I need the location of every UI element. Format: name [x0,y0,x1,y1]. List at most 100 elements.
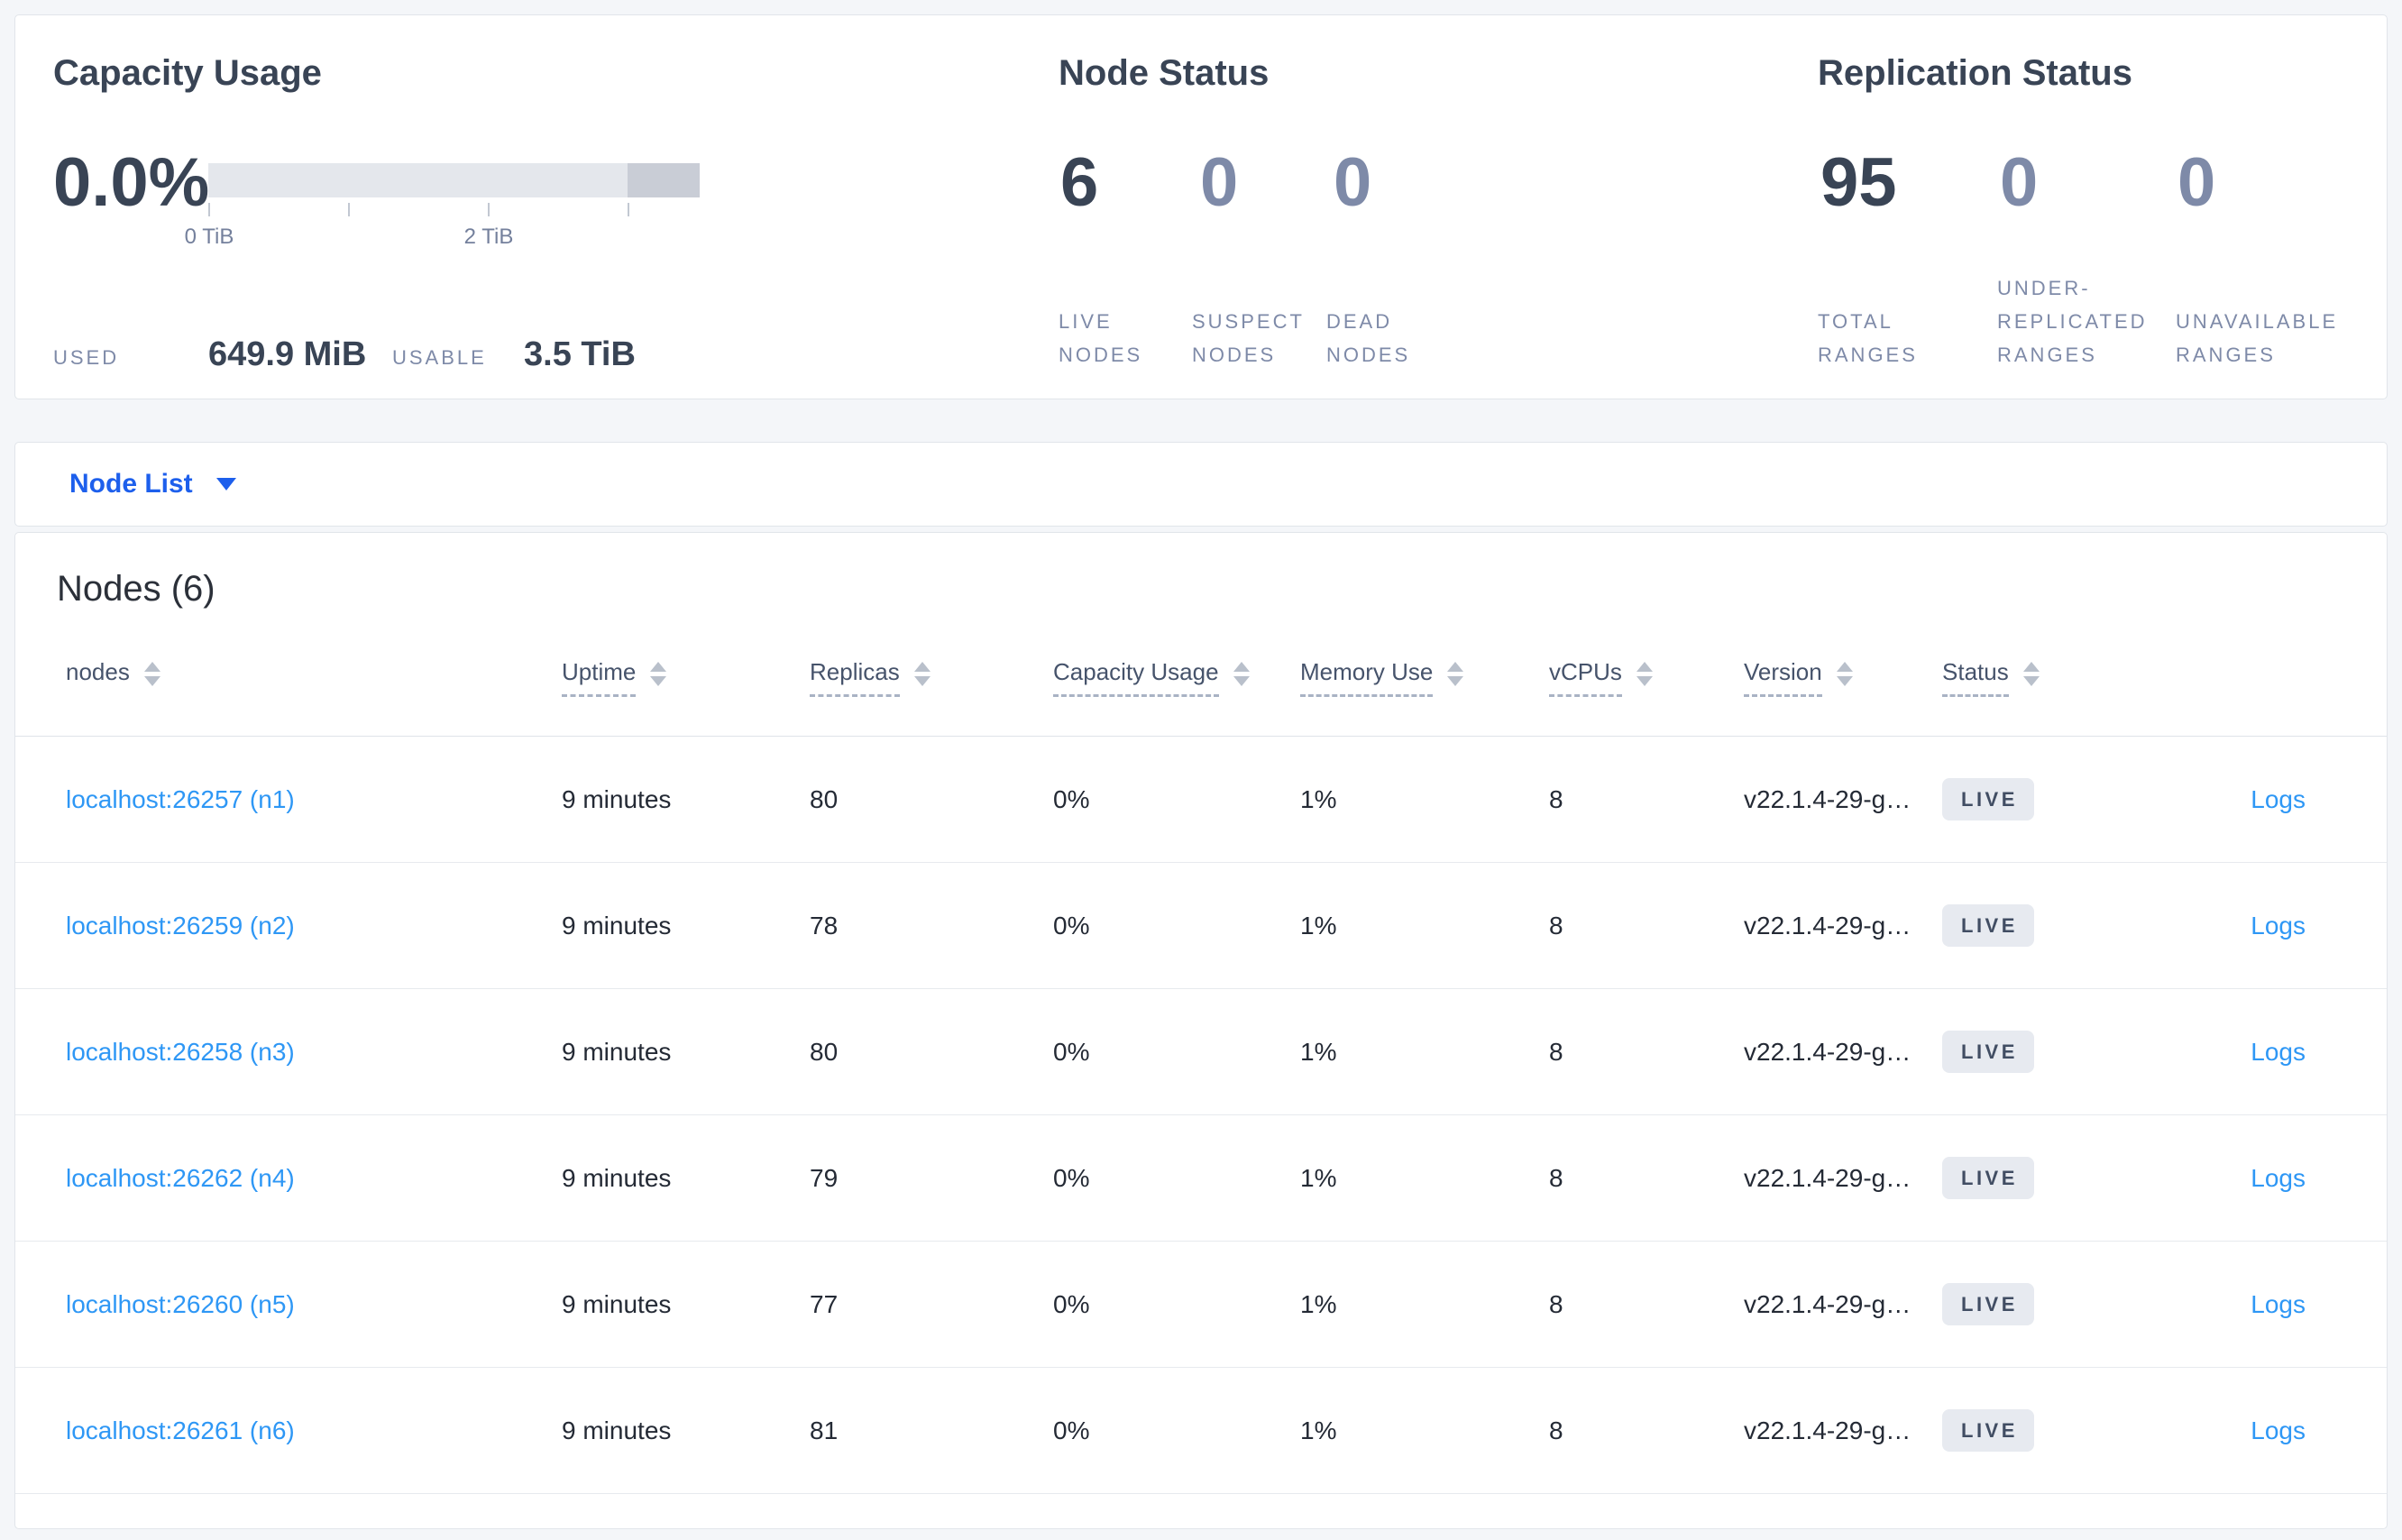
axis-tick [628,203,629,216]
column-header-label: Replicas [810,658,900,697]
sort-down-icon [1836,676,1853,686]
column-header-label: Uptime [562,658,637,697]
vcpus-cell: 8 [1549,784,1563,813]
capacity-usage-cell: 0% [1053,784,1090,813]
sort-down-icon [2022,676,2040,686]
under-replicated-ranges-value: 0 [2000,144,2039,221]
status-badge: LIVE [1942,904,2034,947]
under-replicated-ranges-label: UNDER-REPLICATED RANGES [1997,277,2148,366]
column-header[interactable]: nodes [66,657,562,694]
node-list-dropdown[interactable]: Node List [69,471,236,498]
column-header-label: vCPUs [1549,658,1622,697]
column-header[interactable]: Memory Use [1300,657,1549,697]
capacity-usage-section: Capacity Usage 0.0% 0 TiB 2 TiB USED 649… [53,15,1045,399]
logs-link[interactable]: Logs [2251,1416,2306,1444]
axis-tick [208,203,210,216]
status-badge: LIVE [1942,778,2034,820]
node-link[interactable]: localhost:26262 (n4) [66,1163,295,1192]
uptime-cell: 9 minutes [562,784,672,813]
table-row: localhost:26261 (n6) 9 minutes 81 0% 1% … [15,1368,2387,1494]
node-link[interactable]: localhost:26259 (n2) [66,911,295,940]
unavailable-ranges-label: UNAVAILABLE RANGES [2176,310,2339,366]
sort-down-icon [143,676,160,686]
sort-down-icon [1636,676,1653,686]
sort-icon[interactable] [1447,662,1464,686]
cluster-summary-card: Capacity Usage 0.0% 0 TiB 2 TiB USED 649… [14,14,2388,399]
version-cell: v22.1.4-29-g… [1744,1289,1912,1318]
sort-down-icon [1447,676,1464,686]
sort-down-icon [650,676,667,686]
axis-tick-label: 2 TiB [463,225,514,249]
column-header[interactable]: vCPUs [1549,657,1744,697]
logs-link[interactable]: Logs [2251,1037,2306,1066]
vcpus-cell: 8 [1549,1163,1563,1192]
sort-up-icon [650,662,667,672]
dead-nodes-label: DEAD NODES [1326,310,1411,366]
nodes-table-title: Nodes (6) [57,569,215,609]
table-header-row: nodes Uptime Replicas Capacity Usage Mem… [15,657,2387,737]
node-link[interactable]: localhost:26261 (n6) [66,1416,295,1444]
suspect-nodes-value: 0 [1200,144,1239,221]
logs-link[interactable]: Logs [2251,1163,2306,1192]
sort-up-icon [1447,662,1464,672]
sort-icon[interactable] [1636,662,1653,686]
usable-label: USABLE [392,346,487,369]
status-badge: LIVE [1942,1409,2034,1452]
capacity-bar-chart [208,163,700,197]
replicas-cell: 80 [810,784,839,813]
version-cell: v22.1.4-29-g… [1744,1416,1912,1444]
capacity-usage-cell: 0% [1053,911,1090,940]
capacity-usage-cell: 0% [1053,1289,1090,1318]
node-link[interactable]: localhost:26258 (n3) [66,1037,295,1066]
table-row: localhost:26260 (n5) 9 minutes 77 0% 1% … [15,1242,2387,1368]
node-list-dropdown-label: Node List [69,469,193,499]
view-selector-bar: Node List [14,442,2388,527]
memory-use-cell: 1% [1300,1037,1337,1066]
table-row: localhost:26258 (n3) 9 minutes 80 0% 1% … [15,989,2387,1115]
sort-icon[interactable] [1233,662,1250,686]
column-header[interactable]: Status [1942,657,2147,697]
sort-icon[interactable] [1836,662,1853,686]
unavailable-ranges-value: 0 [2177,144,2216,221]
memory-use-cell: 1% [1300,1163,1337,1192]
logs-link[interactable]: Logs [2251,784,2306,813]
axis-tick-label: 0 TiB [184,225,234,249]
capacity-percent: 0.0% [53,144,210,221]
column-header[interactable]: Capacity Usage [1053,657,1300,697]
sort-up-icon [2022,662,2040,672]
node-link[interactable]: localhost:26260 (n5) [66,1289,295,1318]
memory-use-cell: 1% [1300,1289,1337,1318]
nodes-table-card: Nodes (6) nodes Uptime Replicas Capacity… [14,532,2388,1529]
axis-tick [348,203,350,216]
sort-icon[interactable] [143,662,160,686]
replicas-cell: 81 [810,1416,839,1444]
used-label: USED [53,346,120,369]
sort-up-icon [143,662,160,672]
replicas-cell: 79 [810,1163,839,1192]
capacity-bar-dark-segment [628,163,700,197]
dead-nodes-value: 0 [1334,144,1372,221]
status-badge: LIVE [1942,1031,2034,1073]
replication-status-section: Replication Status 95 0 0 TOTAL RANGES U… [1818,15,2386,399]
status-badge: LIVE [1942,1283,2034,1325]
node-status-title: Node Status [1059,53,1270,93]
logs-link[interactable]: Logs [2251,911,2306,940]
sort-down-icon [1233,676,1250,686]
sort-icon[interactable] [650,662,667,686]
uptime-cell: 9 minutes [562,1037,672,1066]
column-header[interactable]: Replicas [810,657,1053,697]
sort-icon[interactable] [2022,662,2040,686]
version-cell: v22.1.4-29-g… [1744,1037,1912,1066]
usable-value: 3.5 TiB [524,335,636,373]
sort-down-icon [913,676,931,686]
sort-icon[interactable] [913,662,931,686]
sort-up-icon [1233,662,1250,672]
logs-link[interactable]: Logs [2251,1289,2306,1318]
vcpus-cell: 8 [1549,1037,1563,1066]
node-link[interactable]: localhost:26257 (n1) [66,784,295,813]
sort-up-icon [1836,662,1853,672]
column-header-label: Status [1942,658,2009,697]
column-header[interactable]: Version [1744,657,1942,697]
column-header-label: Capacity Usage [1053,658,1219,697]
column-header[interactable]: Uptime [562,657,810,697]
